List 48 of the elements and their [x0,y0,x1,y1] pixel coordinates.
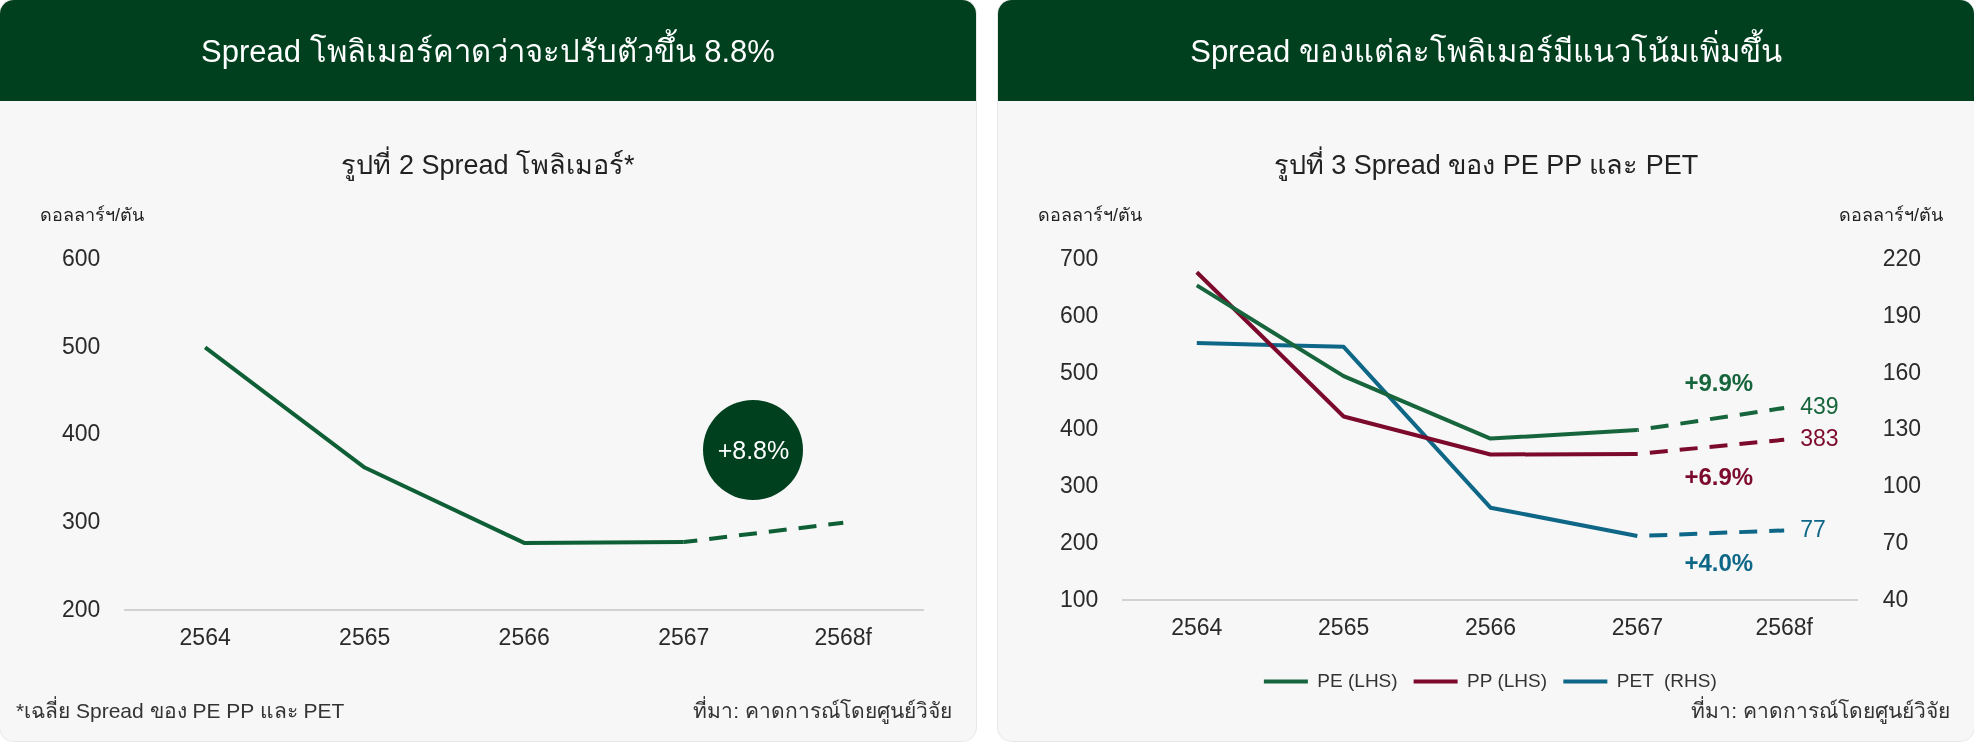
x-tick-label: 2565 [339,623,391,650]
x-tick-label: 2568f [1755,613,1814,640]
x-tick-label: 2567 [658,623,710,650]
x-tick-label: 2564 [179,623,231,650]
legend-label: PET (RHS) [1616,669,1717,691]
y-tick-label: 300 [1060,472,1099,499]
legend-label: PE (LHS) [1317,669,1398,691]
y-axis-title: ดอลลาร์ฯ/ตัน [40,204,145,227]
chart-title: Spread โพลิเมอร์คาดว่าจะปรับตัวขึ้น 8.8% [201,28,775,71]
data-label: 439 [1800,393,1839,420]
y-tick-label: 100 [1060,585,1099,612]
y2-tick-label: 70 [1882,528,1909,555]
text: ที่มา: คาดการณ์โดยศูนย์วิจัย [693,695,952,726]
y2-tick-label: 190 [1882,301,1921,328]
chart-title: Spread ของแต่ละโพลิเมอร์มีแนวโน้มเพิ่มขึ้น [1190,28,1782,71]
y-tick-label: 600 [1060,301,1099,328]
circle-badge: +8.8% [703,400,804,501]
y-axis-title: ดอลลาร์ฯ/ตัน [1038,204,1143,227]
y2-axis-title: ดอลลาร์ฯ/ตัน [1838,204,1943,227]
y2-tick-label: 130 [1882,415,1921,442]
y-tick-label: 200 [1060,528,1099,555]
annotation: +4.0% [1684,549,1754,578]
y-tick-label: 300 [62,508,101,535]
x-tick-label: 2568f [814,623,873,650]
y-tick-label: 600 [62,245,101,272]
x-tick-label: 2564 [1171,613,1223,640]
text: *เฉลี่ย Spread ของ PE PP และ PET [16,695,345,724]
x-tick-label: 2566 [498,623,550,650]
x-tick-label: 2566 [1464,613,1517,640]
y-tick-label: 500 [1060,358,1099,385]
y-tick-label: 400 [62,420,101,447]
legend-label: PP (LHS) [1467,669,1548,691]
y2-tick-label: 160 [1882,358,1921,385]
y-tick-label: 200 [62,595,101,622]
annotation: +8.8% [717,435,790,465]
annotation: +6.9% [1684,462,1754,491]
y2-tick-label: 40 [1882,585,1909,612]
x-tick-label: 2567 [1611,613,1663,640]
text: ที่มา: คาดการณ์โดยศูนย์วิจัย [1691,695,1950,726]
annotation: +9.9% [1684,369,1754,398]
y-tick-label: 500 [62,332,101,359]
y2-tick-label: 100 [1882,472,1921,499]
y-tick-label: 700 [1060,245,1099,272]
data-label: 77 [1800,515,1826,542]
x-tick-label: 2565 [1318,613,1370,640]
data-label: 383 [1800,425,1839,452]
y-tick-label: 400 [1060,415,1099,442]
y2-tick-label: 220 [1882,245,1921,272]
